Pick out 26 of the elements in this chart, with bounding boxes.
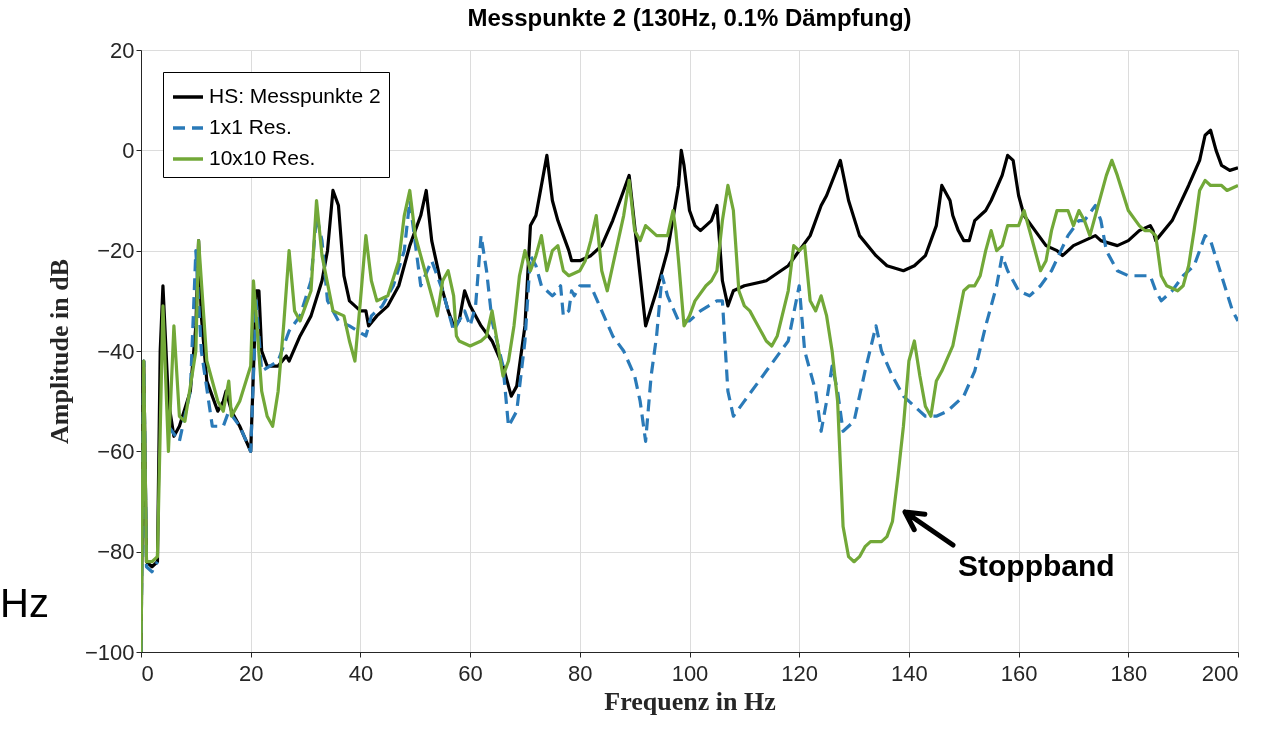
- x-tick-label: 180: [1110, 660, 1148, 686]
- x-axis-title: Frequenz in Hz: [604, 686, 776, 716]
- legend-label: 10x10 Res.: [209, 146, 316, 169]
- chart-title: Messpunkte 2 (130Hz, 0.1% Dämpfung): [467, 4, 912, 31]
- y-tick-label: −100: [84, 639, 135, 665]
- x-tick-label: 60: [458, 660, 483, 686]
- y-axis-title: Amplitude in dB: [44, 259, 74, 444]
- y-tick-label: −40: [97, 338, 135, 364]
- y-tick-label: 0: [122, 137, 135, 163]
- y-tick-label: 20: [110, 37, 135, 63]
- legend-label: 1x1 Res.: [209, 115, 292, 138]
- y-tick-label: −60: [97, 438, 135, 464]
- x-tick-label: 80: [568, 660, 593, 686]
- legend-label: HS: Messpunkte 2: [209, 84, 381, 107]
- text: Hz: [0, 581, 49, 625]
- annotation: Stoppband: [958, 549, 1115, 582]
- x-tick-label: 0: [141, 660, 154, 686]
- y-tick-label: −80: [97, 539, 135, 565]
- x-tick-label: 100: [671, 660, 709, 686]
- x-tick-label: 120: [781, 660, 819, 686]
- x-tick-label: 20: [238, 660, 264, 686]
- y-tick-label: −20: [97, 238, 135, 264]
- x-tick-label: 160: [1000, 660, 1038, 686]
- x-tick-label: 200: [1201, 660, 1239, 686]
- x-tick-label: 140: [891, 660, 928, 686]
- x-tick-label: 40: [348, 660, 374, 686]
